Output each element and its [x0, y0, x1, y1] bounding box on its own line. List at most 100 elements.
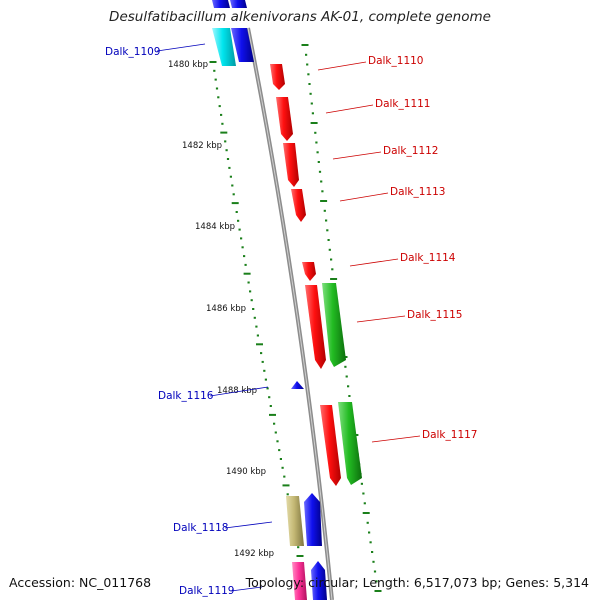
gene-dalk-1119[interactable]: [292, 561, 327, 600]
gene-dalk-1116[interactable]: [291, 381, 304, 389]
tick-mark: [278, 449, 281, 452]
tick-mark: [366, 521, 369, 524]
tick-mark: [320, 200, 328, 202]
tick-mark: [229, 175, 232, 178]
topology-label: Topology: circular; Length: 6,517,073 bp…: [245, 575, 589, 590]
gene-dalk-1114[interactable]: [302, 262, 316, 281]
tick-mark: [320, 180, 323, 183]
leader-line-dalk-1112: [332, 151, 382, 160]
tick-mark: [253, 316, 256, 319]
leader-line-dalk-1115: [356, 315, 406, 323]
tick-mark: [297, 546, 300, 549]
gene-label-dalk-1111[interactable]: Dalk_1111: [375, 98, 431, 110]
tick-mark: [360, 482, 363, 485]
kbp-label-1492: 1492 kbp: [234, 549, 274, 559]
accession-label: Accession: NC_011768: [9, 575, 152, 590]
gene-label-dalk-1118[interactable]: Dalk_1118: [173, 522, 229, 534]
gene-label-dalk-1116[interactable]: Dalk_1116: [158, 390, 214, 402]
tick-mark: [264, 378, 267, 381]
tick-mark: [226, 158, 230, 160]
tick-mark: [268, 396, 271, 399]
tick-mark: [243, 272, 251, 275]
tick-mark: [263, 369, 266, 372]
tick-mark: [209, 61, 217, 63]
tick-mark: [316, 151, 319, 154]
tick-mark: [237, 219, 240, 222]
tick-mark: [323, 209, 326, 212]
tick-mark: [220, 113, 223, 116]
tick-mark: [244, 263, 247, 266]
tick-mark: [224, 140, 227, 143]
tick-mark: [326, 229, 329, 232]
tick-mark: [213, 69, 216, 72]
gene-label-dalk-1117[interactable]: Dalk_1117: [422, 429, 478, 441]
gene-dalk-1115[interactable]: [305, 283, 346, 369]
tick-mark: [250, 299, 253, 302]
gene-dalk-1118[interactable]: [286, 493, 322, 546]
tick-mark: [330, 278, 338, 280]
kbp-label-1480: 1480 kbp: [168, 60, 208, 70]
tick-mark: [306, 63, 309, 66]
tick-mark: [318, 170, 322, 173]
gene-label-dalk-1115[interactable]: Dalk_1115: [407, 309, 463, 321]
tick-mark: [305, 53, 308, 56]
gene-dalk-1109[interactable]: [212, 0, 254, 66]
gene-label-dalk-1119[interactable]: Dalk_1119: [179, 585, 235, 597]
tick-mark: [375, 580, 378, 583]
tick-mark: [256, 334, 259, 337]
tick-mark: [274, 431, 277, 434]
tick-mark: [310, 102, 313, 105]
tick-mark: [279, 458, 282, 460]
tick-mark: [371, 551, 374, 553]
tick-mark: [344, 365, 347, 368]
kbp-tick-marks-left: [209, 61, 304, 557]
leader-line-dalk-1118: [224, 521, 273, 529]
tick-mark: [301, 44, 309, 46]
gene-label-dalk-1109[interactable]: Dalk_1109: [105, 46, 161, 58]
gene-label-dalk-1113[interactable]: Dalk_1113: [390, 186, 446, 198]
tick-mark: [221, 122, 224, 125]
tick-mark: [273, 422, 276, 425]
tick-mark: [231, 184, 234, 187]
tick-mark: [217, 96, 220, 99]
tick-mark: [225, 149, 228, 152]
tick-mark: [215, 87, 219, 90]
tick-mark: [269, 405, 272, 407]
tick-mark: [327, 239, 330, 241]
tick-mark: [296, 555, 304, 557]
tick-mark: [311, 112, 314, 115]
tick-mark: [260, 352, 263, 355]
gene-dalk-1110[interactable]: [270, 64, 285, 90]
tick-mark: [228, 166, 231, 169]
leader-line-dalk-1109: [156, 43, 206, 52]
tick-mark: [252, 308, 255, 310]
tick-mark: [240, 237, 243, 240]
tick-mark: [286, 493, 289, 496]
tick-mark: [315, 141, 318, 144]
gene-dalk-1111[interactable]: [276, 97, 293, 141]
leader-line-dalk-1114: [349, 258, 399, 267]
tick-mark: [220, 131, 228, 134]
tick-mark: [283, 475, 286, 478]
gene-label-dalk-1114[interactable]: Dalk_1114: [400, 252, 456, 264]
tick-mark: [363, 502, 366, 505]
tick-mark: [373, 570, 377, 573]
tick-mark: [214, 78, 217, 81]
tick-mark: [238, 228, 241, 231]
gene-dalk-1117[interactable]: [320, 402, 362, 486]
tick-mark: [266, 387, 269, 390]
leader-line-dalk-1116: [209, 386, 269, 397]
tick-mark: [328, 248, 331, 251]
tick-mark: [348, 395, 351, 397]
gene-label-dalk-1112[interactable]: Dalk_1112: [383, 145, 439, 157]
tick-mark: [243, 255, 246, 258]
gene-dalk-1112[interactable]: [283, 143, 299, 187]
tick-mark: [269, 413, 276, 416]
tick-mark: [310, 122, 318, 124]
tick-mark: [281, 466, 284, 469]
tick-mark: [362, 512, 370, 514]
gene-label-dalk-1110[interactable]: Dalk_1110: [368, 55, 424, 67]
tick-mark: [309, 92, 312, 95]
gene-dalk-1113[interactable]: [291, 189, 306, 222]
